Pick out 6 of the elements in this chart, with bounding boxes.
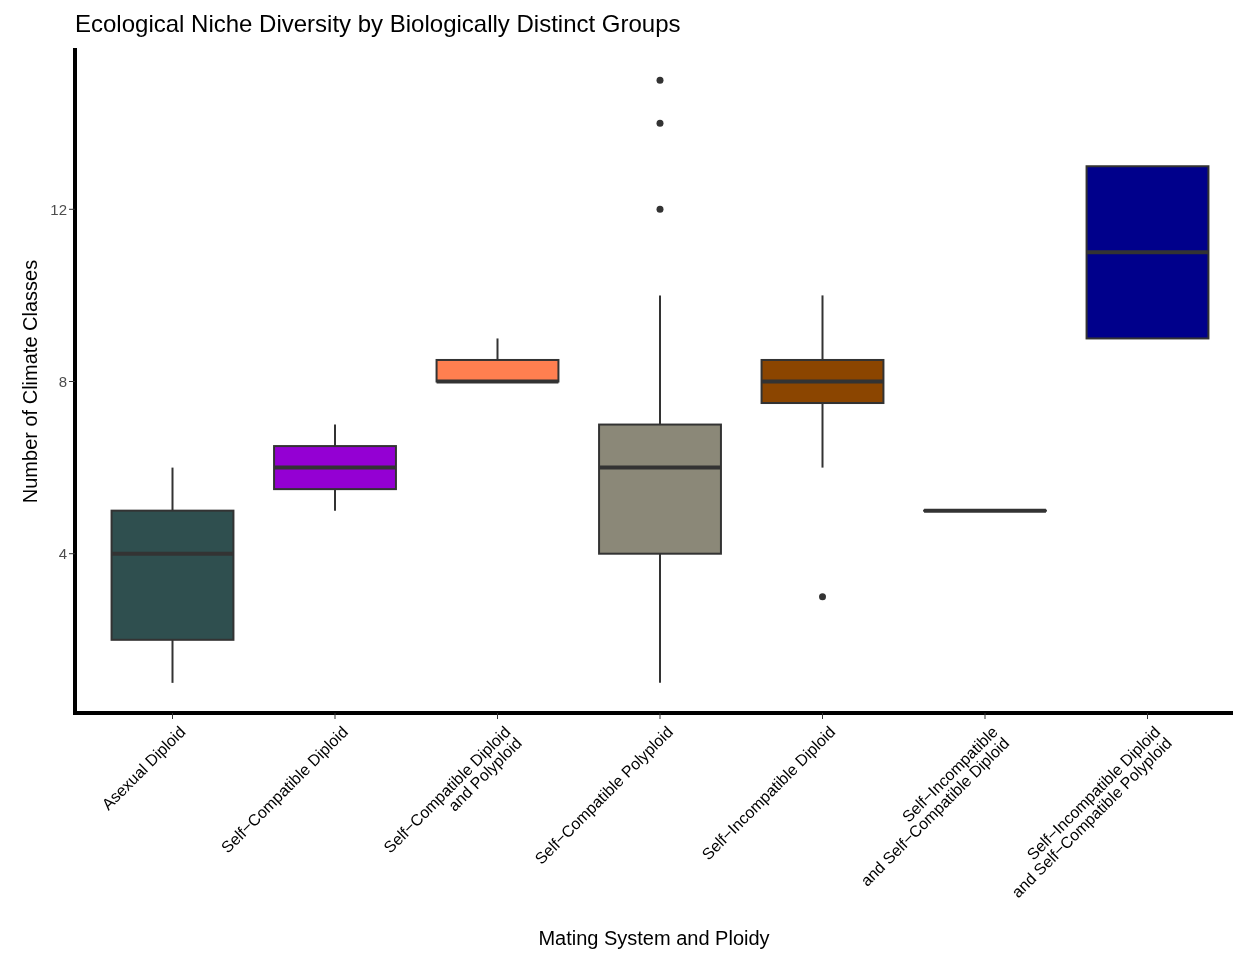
y-axis-title: Number of Climate Classes	[19, 259, 41, 504]
chart-title: Ecological Niche Diversity by Biologically Distinct Groups	[75, 10, 681, 37]
x-axis-title: Mating System and Ploidy	[538, 927, 770, 949]
y-tick-label: 4	[58, 544, 67, 562]
y-tick-label: 12	[50, 200, 67, 218]
y-tick-label: 8	[58, 372, 67, 390]
